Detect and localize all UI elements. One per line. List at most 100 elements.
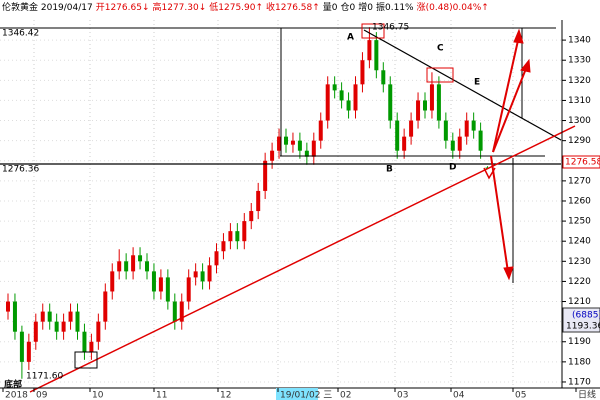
y-tick-label: 1170 [568,377,591,387]
y-tick-label: 1250 [568,217,591,227]
x-tick-label: 12 [220,391,231,400]
body [103,291,108,322]
arrows [483,28,531,281]
box-low [74,351,98,369]
body [402,136,407,151]
body [353,84,358,111]
x-tick-label: 10 [92,391,104,400]
body [61,321,66,332]
body [395,120,400,151]
body [409,120,414,137]
body [290,140,295,145]
annotation-bottom: 底部 [4,379,22,391]
body [457,136,462,151]
x-tick-label: 日线 [578,389,596,400]
body [200,271,205,282]
annotation-B: B [386,165,393,175]
body [311,140,316,157]
annotation-support-left: 1276.36 [2,165,39,175]
body [124,261,129,272]
body [249,211,254,222]
annotation-cursor-price: 1193.36 [566,322,600,332]
body [388,84,393,121]
body [186,277,191,302]
header-item: 伦敦黄金 2019/04/17 [2,1,93,13]
body [374,40,379,71]
body [96,321,101,342]
annotation-D: D [449,163,456,173]
y-tick-label: 1340 [568,36,591,46]
body [256,190,261,212]
y-tick-label: 1180 [568,357,591,367]
x-tick-label: 02 [340,391,351,400]
annotation-A: A [347,33,354,43]
body [367,40,372,61]
body [193,271,198,278]
body [346,100,351,111]
header-item: 高1277.30↓ [153,1,207,13]
box-c [426,67,454,83]
date-highlight [276,388,318,400]
body [12,301,17,332]
body [423,100,427,111]
body [325,84,330,121]
body [110,271,115,292]
x-tick-label: 04 [453,391,465,400]
body [339,90,344,101]
y-tick-label: 1300 [568,116,591,126]
body [235,231,240,242]
x-tick-label: 19/01/02 三 [280,391,332,400]
header-item: 低1275.90↑ [209,1,263,13]
body [304,150,309,157]
cursor-box [562,307,600,333]
body [68,311,73,322]
body [54,321,59,332]
body [443,120,448,141]
body [138,255,143,262]
y-tick-label: 1210 [568,297,591,307]
body [381,70,386,85]
body [478,130,483,151]
x-tick-label: 03 [397,391,408,400]
body [464,120,469,137]
labels: 1170118011901200121012201230124012501260… [2,23,600,400]
header-item: 仓0 [341,1,356,13]
body [284,136,288,145]
header: 伦敦黄金 2019/04/17 开1276.65↓ 高1277.30↓ 低1275.9… [2,1,489,13]
y-tick-label: 1230 [568,257,591,267]
body [82,331,87,352]
y-tick-label: 1290 [568,136,591,146]
body [242,221,247,242]
annotation-volume: (6885) [572,311,600,321]
body [436,84,441,121]
x-tick-label: 09 [36,391,48,400]
body [297,140,302,151]
x-tick-label: 11 [156,391,167,400]
x-tick-label: 2018 [5,391,28,400]
body [207,265,212,282]
y-tick-label: 1270 [568,176,591,186]
body [221,241,226,252]
body [416,100,421,121]
annotation-E: E [474,78,480,88]
body [471,120,476,131]
box-a [361,23,385,39]
y-tick-label: 1260 [568,196,591,206]
y-tick-label: 1220 [568,277,591,287]
last-price-box [562,155,600,169]
body [151,271,156,292]
body [429,84,434,111]
body [318,120,323,141]
down-trend [363,29,562,141]
body [47,311,52,322]
annotation-low-price: 1171.60 [26,372,63,382]
y-tick-label: 1320 [568,76,591,86]
body [214,251,219,266]
body [33,321,38,342]
body [270,150,275,161]
header-item: 收1276.58↑ [266,1,320,13]
body [19,331,24,362]
annotation-last-price: 1276.58 [565,158,600,168]
drawings [0,23,576,393]
